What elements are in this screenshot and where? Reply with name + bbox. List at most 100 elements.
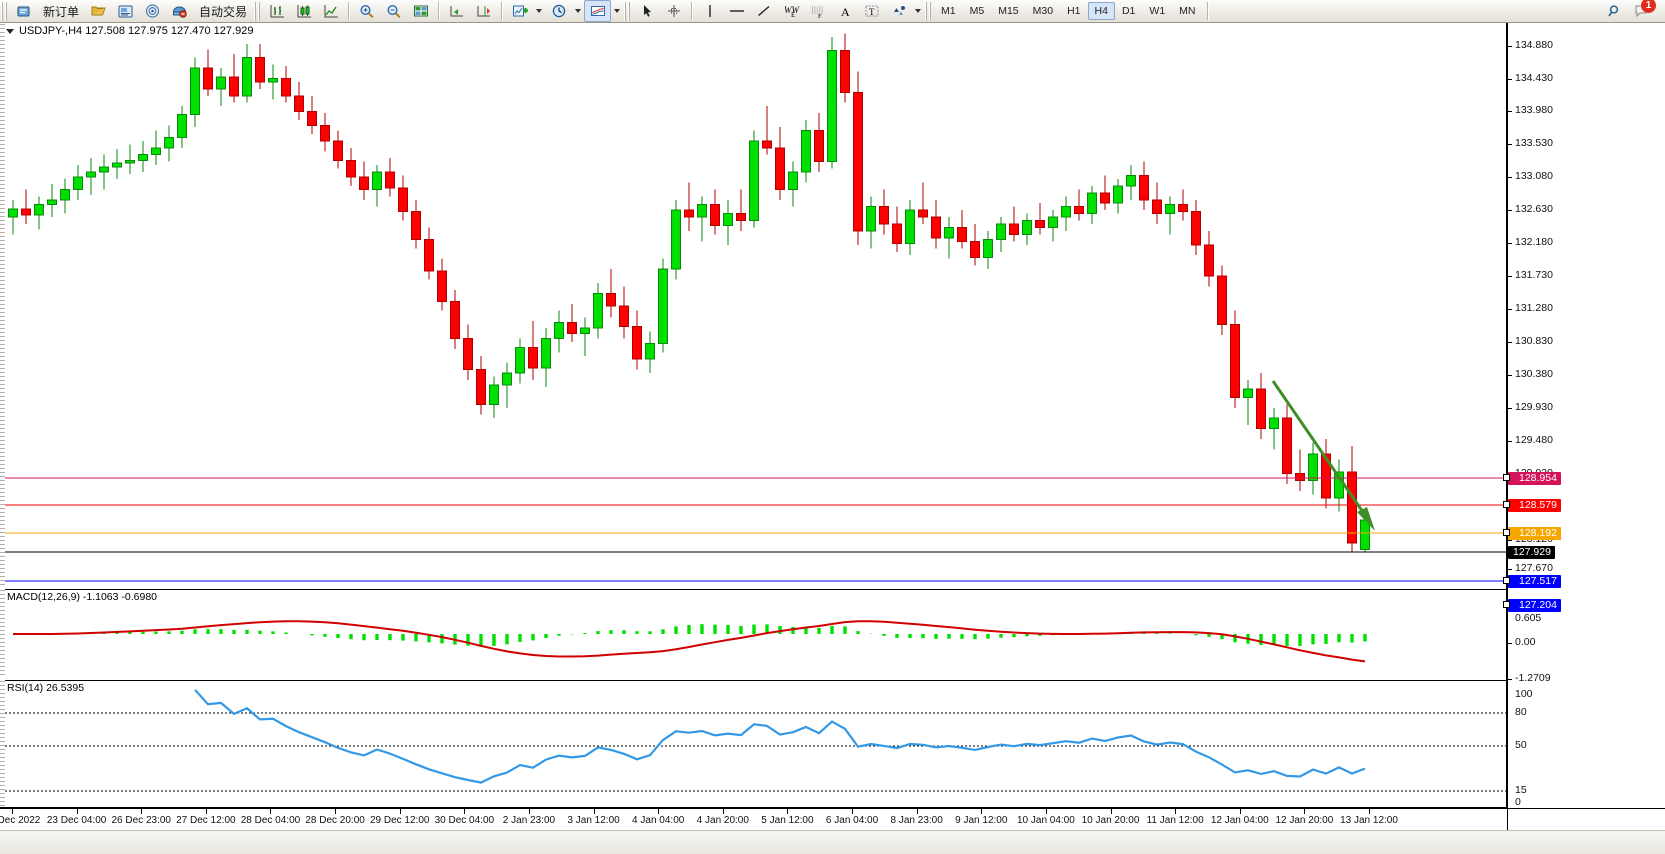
chart-shift-icon[interactable] — [470, 0, 497, 22]
folder-icon[interactable] — [85, 0, 112, 22]
time-tick — [76, 809, 78, 814]
chart-area[interactable]: MACD(12,26,9) -1.1063 -0.6980 RSI(14) 26… — [0, 23, 1665, 854]
zoom-out-icon[interactable] — [380, 0, 407, 22]
timeframe-d1[interactable]: D1 — [1121, 5, 1136, 17]
price-axis[interactable]: 134.880 134.430 133.980 133.530 133.080 … — [1503, 23, 1665, 808]
candlestick-series — [8, 33, 1370, 552]
bar-chart-icon[interactable] — [263, 0, 290, 22]
time-tick — [722, 809, 724, 814]
data-window-icon[interactable] — [407, 0, 434, 22]
zoom-in-icon[interactable] — [353, 0, 380, 22]
macd-pane[interactable]: MACD(12,26,9) -1.1063 -0.6980 — [5, 589, 1506, 679]
timeframe-mn[interactable]: MN — [1179, 5, 1196, 17]
price-pane[interactable] — [5, 23, 1506, 588]
chevron-down-icon-chart[interactable] — [6, 28, 14, 34]
price-label-resistance-2[interactable]: 128.954 — [1503, 472, 1561, 485]
time-tick — [528, 809, 530, 814]
svg-text:WW: WW — [784, 5, 800, 15]
time-axis-label: 30 Dec 04:00 — [434, 815, 495, 826]
shapes-icon[interactable] — [885, 0, 912, 22]
timeframe-m5[interactable]: M5 — [969, 5, 985, 17]
svg-text:A: A — [841, 5, 850, 19]
auto-trading-button[interactable]: 自动交易 — [193, 0, 253, 22]
time-axis-label: 6 Jan 04:00 — [825, 815, 879, 826]
time-tick — [399, 809, 401, 814]
templates-icon[interactable] — [584, 0, 612, 22]
trendline-icon[interactable] — [750, 0, 777, 22]
price-label-support-1[interactable]: 127.517 — [1503, 575, 1561, 588]
toolbar-grip-charts[interactable] — [254, 1, 262, 21]
time-axis-label: 4 Jan 04:00 — [632, 815, 685, 826]
svg-text:T: T — [869, 7, 875, 17]
time-tick — [205, 809, 207, 814]
time-tick — [1304, 809, 1306, 814]
macd-pane-grip[interactable] — [0, 589, 5, 678]
new-order-button[interactable]: 新订单 — [37, 0, 85, 22]
news-icon[interactable] — [112, 0, 139, 22]
timeframe-m15[interactable]: M15 — [998, 5, 1019, 17]
chevron-down-icon-shapes[interactable] — [915, 9, 922, 13]
chevron-down-icon-indicators[interactable] — [536, 9, 543, 13]
new-order-label: 新订单 — [43, 4, 80, 19]
candlestick-chart-icon[interactable] — [290, 0, 317, 22]
time-axis[interactable]: 22 Dec 2022 23 Dec 04:00 26 Dec 23:00 27 De… — [0, 808, 1507, 830]
price-label-support-2[interactable]: 127.204 — [1503, 599, 1561, 612]
time-axis-label: 27 Dec 12:00 — [176, 815, 236, 826]
signals-icon[interactable] — [139, 0, 166, 22]
text-icon[interactable]: A — [831, 0, 858, 22]
chart-plot-box[interactable]: MACD(12,26,9) -1.1063 -0.6980 RSI(14) 26… — [0, 23, 1507, 808]
search-icon[interactable] — [1601, 0, 1628, 22]
scroll-end-icon[interactable] — [443, 0, 470, 22]
toolbar-grip-timeframes[interactable] — [925, 1, 933, 21]
rsi-pane-grip[interactable] — [0, 680, 5, 807]
axis-corner — [1507, 808, 1665, 830]
fibonacci-icon[interactable]: F — [804, 0, 831, 22]
period-icon[interactable] — [545, 0, 572, 22]
time-axis-label: 3 Jan 12:00 — [567, 815, 620, 826]
timeframe-m30[interactable]: M30 — [1032, 5, 1054, 17]
rsi-pane[interactable]: RSI(14) 26.5395 — [5, 680, 1506, 808]
time-tick — [981, 809, 983, 814]
price-label-pivot[interactable]: 128.192 — [1503, 527, 1561, 540]
time-axis-label: 10 Jan 20:00 — [1081, 815, 1140, 826]
time-tick — [335, 809, 337, 814]
main-toolbar: 新订单 自动交易 — [0, 0, 1665, 23]
status-bar — [0, 830, 1665, 854]
cursor-icon[interactable] — [633, 0, 660, 22]
time-axis-label: 28 Dec 20:00 — [305, 815, 365, 826]
time-tick — [141, 809, 143, 814]
price-label-resistance-1[interactable]: 128.579 — [1503, 499, 1561, 512]
time-axis-label: 12 Jan 20:00 — [1275, 815, 1334, 826]
time-axis-label: 10 Jan 04:00 — [1016, 815, 1075, 826]
vertical-line-icon[interactable] — [696, 0, 723, 22]
alerts-icon[interactable]: 1 — [1628, 0, 1656, 22]
time-tick — [1369, 809, 1370, 814]
chevron-down-icon-templates[interactable] — [614, 9, 621, 13]
auto-trading-icon[interactable] — [166, 0, 193, 22]
horizontal-line-icon[interactable] — [723, 0, 750, 22]
macd-signal-line — [13, 620, 1366, 663]
down-arrow — [1271, 380, 1375, 531]
time-axis-label: 22 Dec 2022 — [0, 815, 41, 826]
toolbar-grip-tools[interactable] — [624, 1, 632, 21]
time-axis-label: 28 Dec 04:00 — [240, 815, 301, 826]
macd-histogram — [24, 624, 1367, 647]
time-axis-label: 29 Dec 12:00 — [369, 815, 430, 826]
time-axis-label: 9 Jan 12:00 — [955, 815, 1008, 826]
timeframe-h4[interactable]: H4 — [1087, 2, 1115, 20]
elliott-wave-icon[interactable]: WW E — [777, 0, 804, 22]
time-tick — [593, 809, 595, 814]
toolbar-grip[interactable] — [1, 1, 8, 21]
chevron-down-icon-period[interactable] — [575, 9, 582, 13]
price-pane-grip[interactable] — [0, 23, 5, 588]
chart-title-bar: USDJPY-,H4 127.508 127.975 127.470 127.9… — [6, 25, 253, 37]
timeframe-h1[interactable]: H1 — [1067, 5, 1081, 17]
rsi-line — [194, 689, 1366, 784]
line-chart-icon[interactable] — [317, 0, 344, 22]
timeframe-w1[interactable]: W1 — [1149, 5, 1166, 17]
text-label-icon[interactable]: T — [858, 0, 885, 22]
timeframe-m1[interactable]: M1 — [941, 5, 956, 17]
crosshair-icon[interactable] — [660, 0, 687, 22]
new-order-icon[interactable] — [10, 0, 37, 22]
indicators-icon[interactable] — [506, 0, 533, 22]
